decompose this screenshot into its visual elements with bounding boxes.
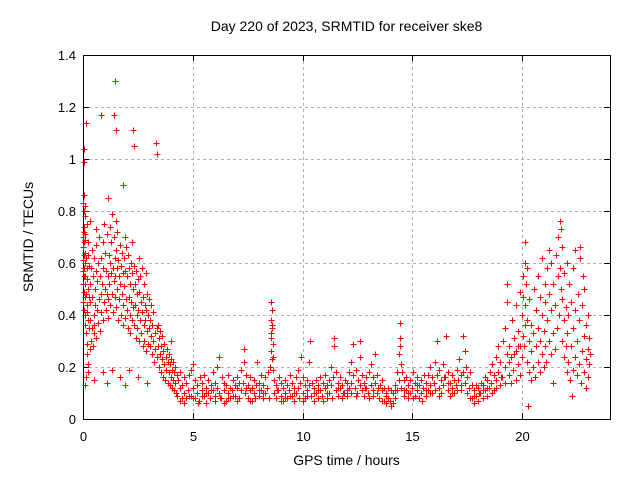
x-tick-label: 15 <box>405 429 420 444</box>
y-tick-label: 1.2 <box>57 99 76 115</box>
y-tick-label: 1 <box>68 151 76 167</box>
y-tick-label: 0 <box>68 411 76 427</box>
x-axis-label: GPS time / hours <box>293 452 400 468</box>
x-tick-label: 5 <box>189 429 198 444</box>
y-tick-label: 0.8 <box>57 203 76 219</box>
x-tick-label: 20 <box>515 429 530 444</box>
chart-title: Day 220 of 2023, SRMTID for receiver ske… <box>210 18 483 34</box>
y-tick-label: 0.4 <box>57 307 76 323</box>
x-tick-label: 0 <box>79 429 88 444</box>
data-points-path <box>80 78 594 410</box>
plot-area: .grid{stroke:#b0b0b0;stroke-width:1;stro… <box>80 55 611 420</box>
scatter-svg: .grid{stroke:#b0b0b0;stroke-width:1;stro… <box>80 55 611 420</box>
y-axis-label: SRMTID / TECUs <box>20 181 36 293</box>
y-tick-label: 1.4 <box>57 47 76 63</box>
y-tick-label: 0.2 <box>57 359 76 375</box>
x-tick-label: 10 <box>296 429 311 444</box>
y-tick-label: 0.6 <box>57 255 76 271</box>
